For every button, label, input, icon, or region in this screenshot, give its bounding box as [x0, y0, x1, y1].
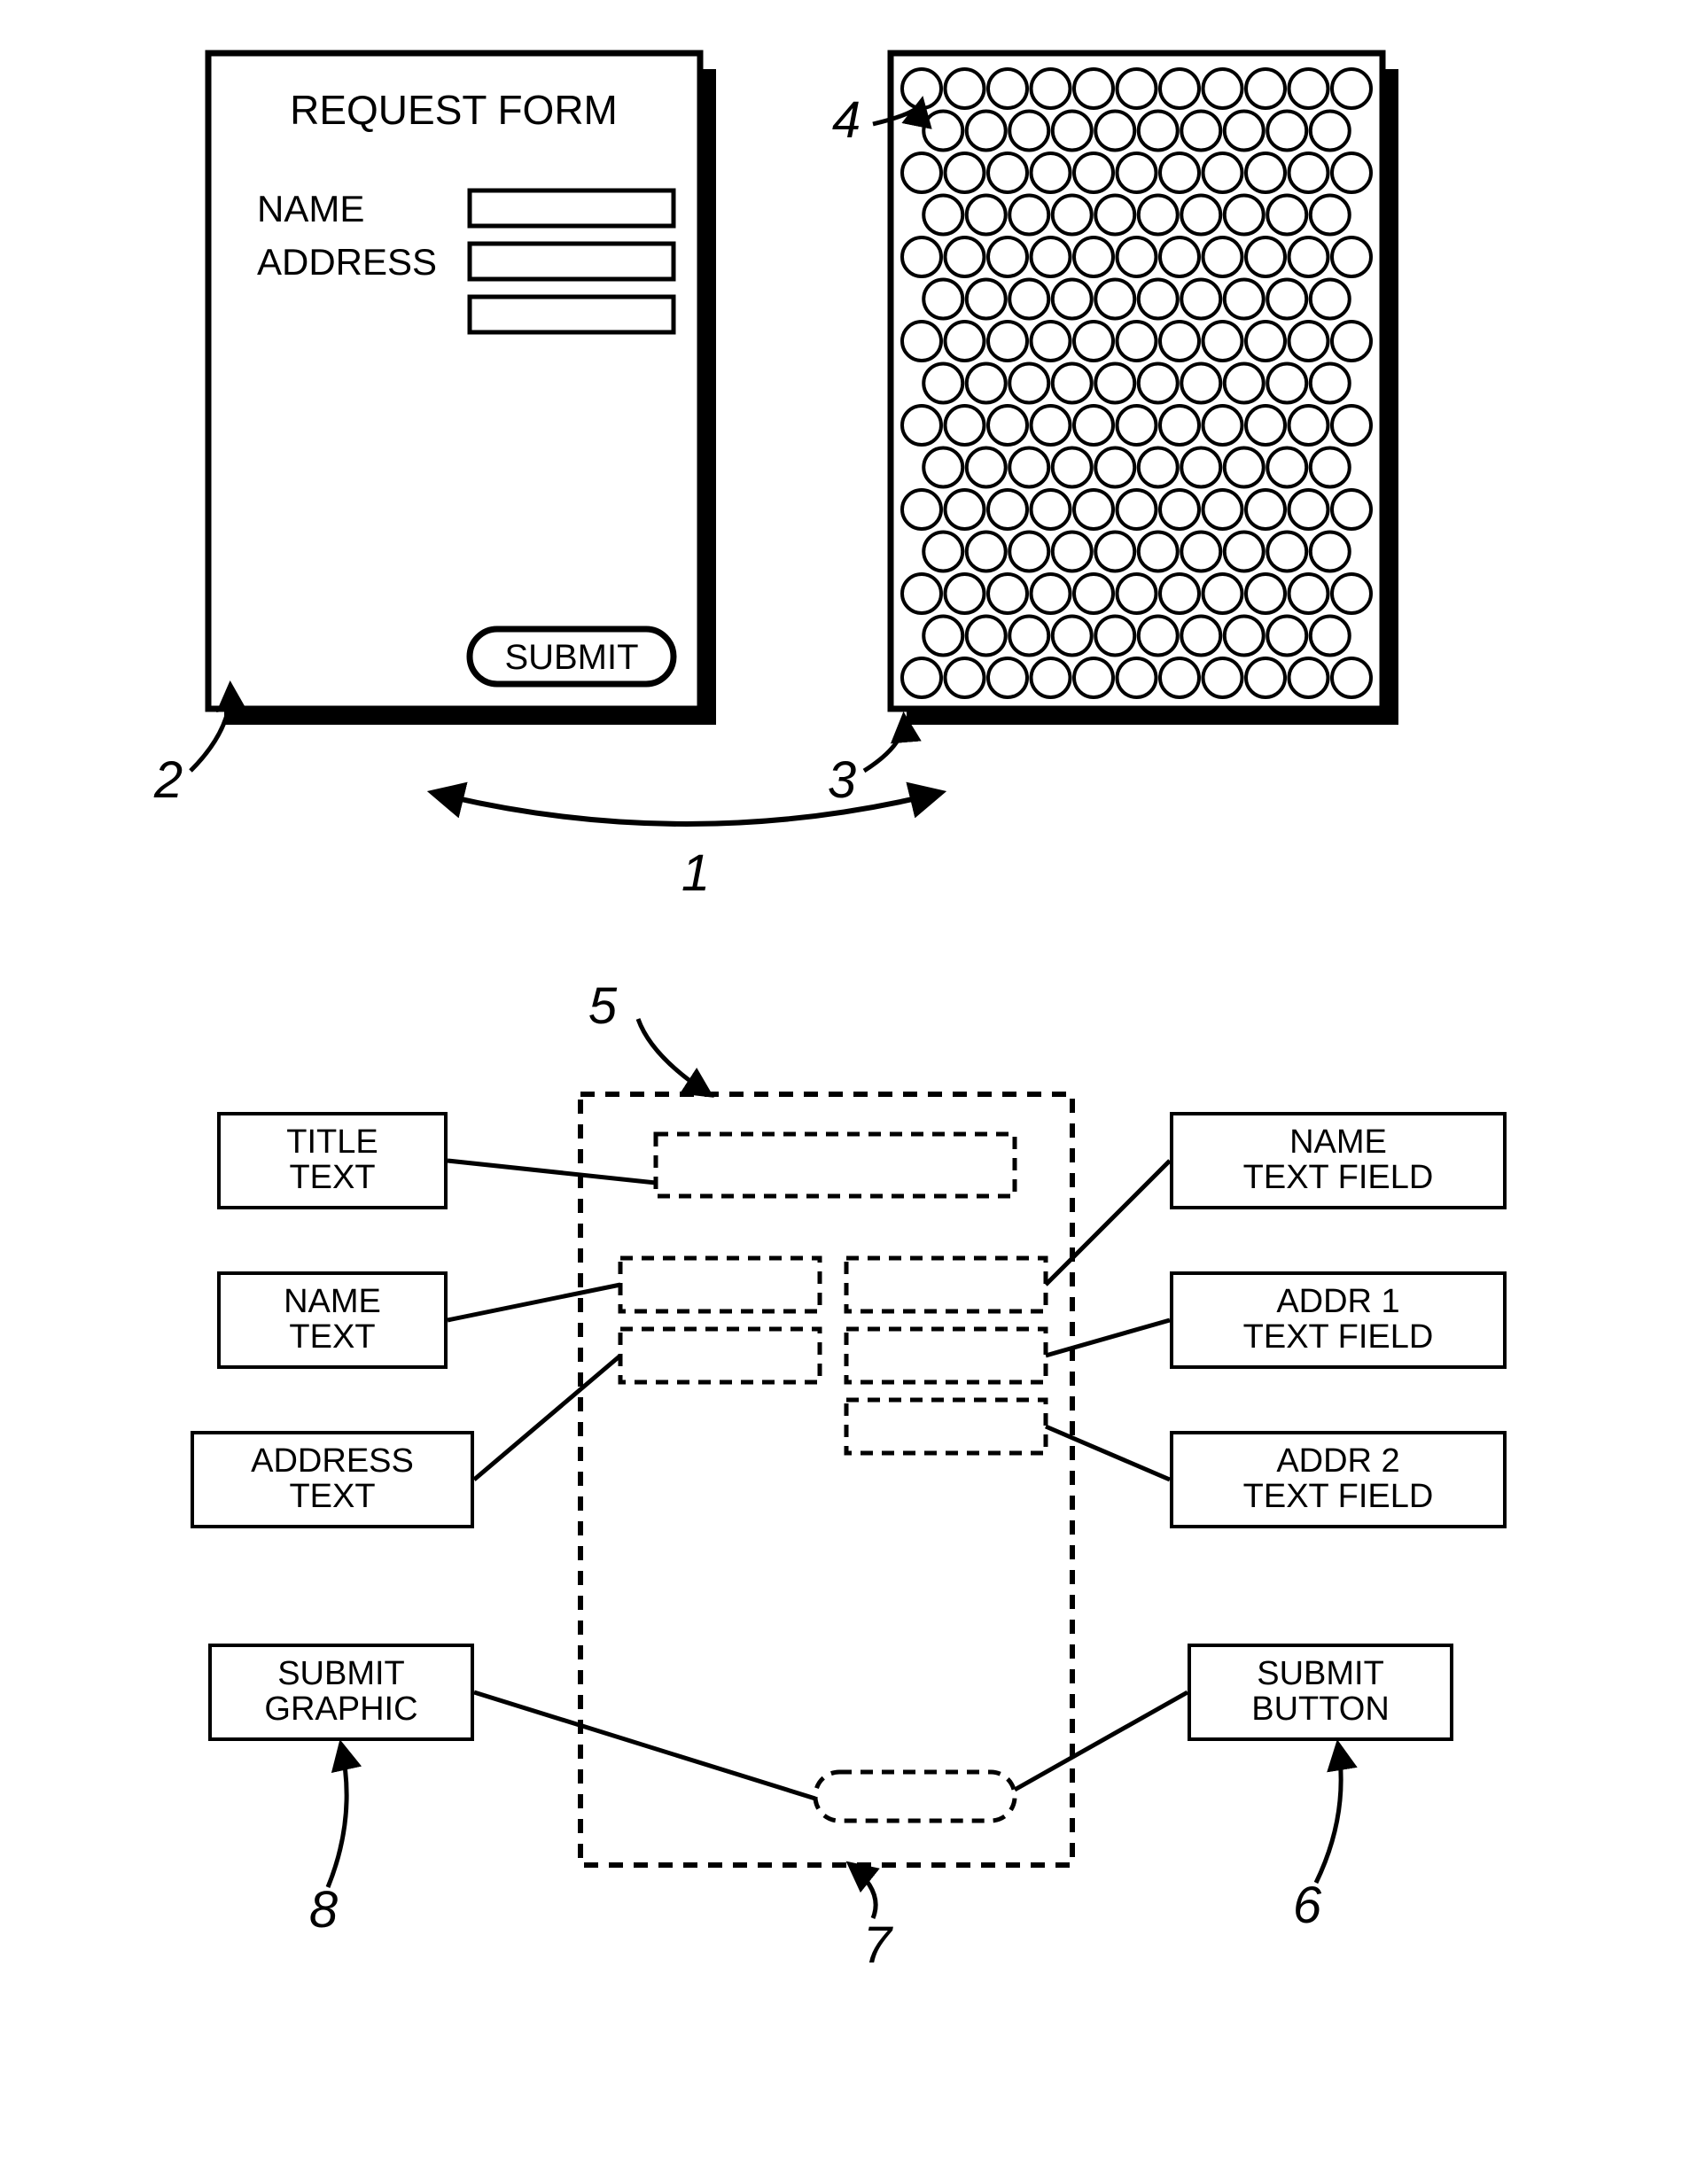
addr2-field-region — [846, 1400, 1046, 1453]
ptr-8 — [328, 1745, 347, 1887]
addr-label-region — [620, 1329, 820, 1382]
addr2-field-callout-label: ADDR 2TEXT FIELD — [1243, 1444, 1434, 1515]
addr2-input[interactable] — [470, 297, 674, 332]
diagram-stage: REQUEST FORM NAME ADDRESS SUBMIT 2 3 4 1 5 6 7 8 TI… — [0, 0, 1690, 2184]
addr1-field-region — [846, 1329, 1046, 1382]
name-label-region — [620, 1258, 820, 1311]
title-text-callout-line — [448, 1161, 656, 1183]
ptr-7 — [851, 1865, 876, 1918]
address-text-callout: ADDRESSTEXT — [191, 1431, 474, 1528]
name-text-callout: NAMETEXT — [217, 1271, 448, 1369]
address-text-callout-line — [474, 1356, 620, 1480]
submit-button-callout-line — [1015, 1692, 1188, 1790]
submit-region — [815, 1772, 1015, 1821]
ptr-6 — [1316, 1745, 1341, 1883]
name-text-callout-line — [448, 1285, 620, 1320]
submit-graphic-callout-label: SUBMITGRAPHIC — [264, 1657, 417, 1728]
address-text-callout-label: ADDRESSTEXT — [251, 1444, 414, 1515]
addr1-field-callout-line — [1046, 1320, 1170, 1356]
ref-label-6: 6 — [1293, 1877, 1322, 1934]
addr1-field-callout: ADDR 1TEXT FIELD — [1170, 1271, 1507, 1369]
title-text-callout-label: TITLETEXT — [286, 1125, 378, 1196]
submit-button-callout: SUBMITBUTTON — [1188, 1644, 1453, 1741]
ref-label-7: 7 — [863, 1916, 894, 1974]
ptr-5 — [638, 1019, 709, 1094]
ref-label-5: 5 — [588, 977, 618, 1035]
name-input[interactable] — [470, 190, 674, 226]
addr1-field-callout-label: ADDR 1TEXT FIELD — [1243, 1285, 1434, 1356]
bridge-curve — [434, 793, 939, 824]
ref-label-2: 2 — [153, 751, 183, 809]
submit-graphic-callout-line — [474, 1692, 815, 1799]
form-panel — [208, 53, 700, 709]
addr1-input[interactable] — [470, 244, 674, 279]
name-label: NAME — [257, 188, 364, 229]
ref-label-3: 3 — [828, 751, 856, 809]
ref-label-1: 1 — [681, 844, 710, 902]
ref-label-4: 4 — [832, 91, 861, 149]
ptr-3 — [864, 718, 904, 771]
name-field-callout-line — [1046, 1161, 1170, 1285]
name-text-callout-label: NAMETEXT — [284, 1285, 381, 1356]
title-region — [656, 1134, 1015, 1196]
ref-label-8: 8 — [309, 1881, 338, 1939]
addr2-field-callout: ADDR 2TEXT FIELD — [1170, 1431, 1507, 1528]
name-field-region — [846, 1258, 1046, 1311]
diagram-svg: REQUEST FORM NAME ADDRESS SUBMIT 2 3 4 1 5 6 7 8 — [0, 0, 1690, 2184]
name-field-callout: NAMETEXT FIELD — [1170, 1112, 1507, 1209]
title-text-callout: TITLETEXT — [217, 1112, 448, 1209]
form-title: REQUEST FORM — [290, 87, 618, 133]
name-field-callout-label: NAMETEXT FIELD — [1243, 1125, 1434, 1196]
submit-button-label: SUBMIT — [504, 638, 638, 677]
addr2-field-callout-line — [1046, 1426, 1170, 1480]
address-label: ADDRESS — [257, 241, 437, 283]
submit-graphic-callout: SUBMITGRAPHIC — [208, 1644, 474, 1741]
submit-button-callout-label: SUBMITBUTTON — [1251, 1657, 1390, 1728]
